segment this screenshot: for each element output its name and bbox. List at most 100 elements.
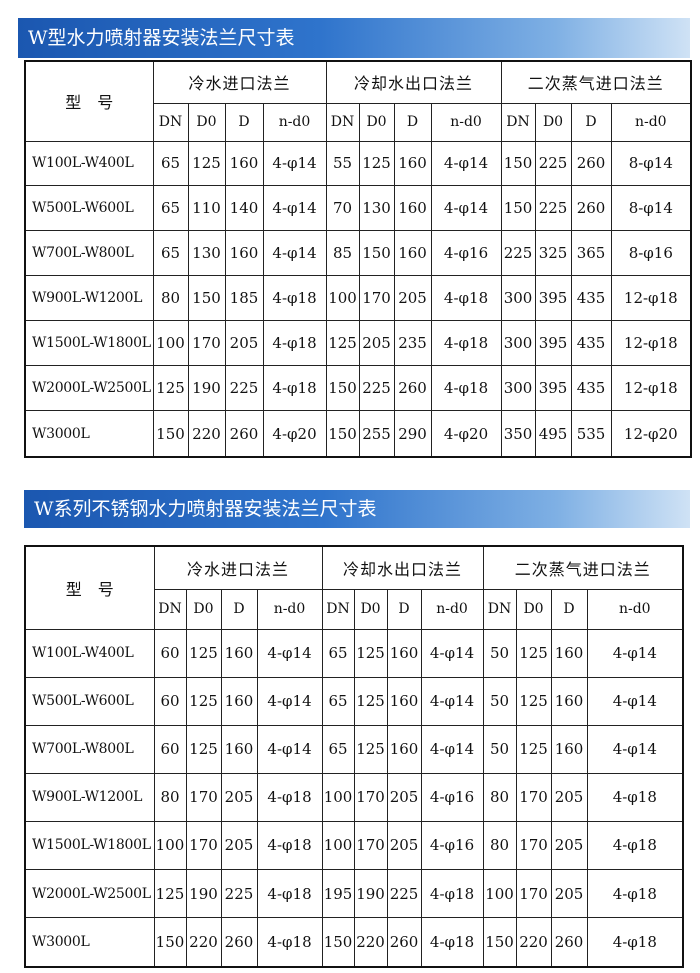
model-cell: W500L-W600L bbox=[24, 676, 155, 726]
value-cell: 85 bbox=[325, 230, 360, 277]
value-cell: 125 bbox=[353, 724, 388, 774]
value-cell: 125 bbox=[185, 628, 222, 678]
table-row: W100L-W400L 60 125 160 4-φ14 65 125 160 4-φ14 50 1… bbox=[24, 628, 684, 678]
column-header: D0 bbox=[515, 588, 552, 630]
column-header: D bbox=[220, 588, 258, 630]
value-cell: 100 bbox=[325, 275, 360, 322]
value-cell: 65 bbox=[152, 140, 189, 187]
value-cell: 4-φ18 bbox=[256, 820, 323, 870]
value-cell: 8-φ14 bbox=[610, 140, 692, 187]
value-cell: 140 bbox=[224, 185, 264, 232]
value-cell: 65 bbox=[321, 628, 355, 678]
value-cell: 4-φ14 bbox=[586, 724, 684, 774]
value-cell: 170 bbox=[515, 772, 552, 822]
value-cell: 4-φ14 bbox=[262, 185, 327, 232]
table-row: W700L-W800L 60 125 160 4-φ14 65 125 160 4-φ14 50 1… bbox=[24, 724, 684, 774]
model-cell: W700L-W800L bbox=[24, 230, 154, 277]
model-header: 型 号 bbox=[24, 545, 155, 630]
table-title-banner-2: W系列不锈钢水力喷射器安装法兰尺寸表 bbox=[24, 490, 690, 528]
table-row: W900L-W1200L 80 150 185 4-φ18 100 170 205 4-φ18 3… bbox=[24, 275, 692, 322]
value-cell: 220 bbox=[515, 917, 552, 968]
value-cell: 260 bbox=[570, 185, 612, 232]
value-cell: 260 bbox=[224, 410, 264, 458]
value-cell: 205 bbox=[550, 772, 588, 822]
value-cell: 4-φ14 bbox=[430, 140, 502, 187]
value-cell: 170 bbox=[187, 320, 226, 367]
value-cell: 4-φ14 bbox=[262, 230, 327, 277]
value-cell: 160 bbox=[550, 676, 588, 726]
value-cell: 60 bbox=[153, 628, 187, 678]
value-cell: 150 bbox=[325, 410, 360, 458]
value-cell: 100 bbox=[321, 820, 355, 870]
value-cell: 190 bbox=[185, 868, 222, 919]
value-cell: 100 bbox=[321, 772, 355, 822]
value-cell: 4-φ18 bbox=[430, 365, 502, 412]
column-header: DN bbox=[153, 588, 187, 630]
value-cell: 100 bbox=[152, 320, 189, 367]
value-cell: 125 bbox=[353, 628, 388, 678]
value-cell: 4-φ18 bbox=[256, 772, 323, 822]
column-header: DN bbox=[152, 102, 189, 142]
value-cell: 160 bbox=[386, 628, 422, 678]
value-cell: 125 bbox=[515, 628, 552, 678]
value-cell: 225 bbox=[534, 140, 572, 187]
value-cell: 220 bbox=[187, 410, 226, 458]
value-cell: 150 bbox=[500, 140, 536, 187]
model-cell: W3000L bbox=[24, 917, 155, 968]
model-cell: W1500L-W1800L bbox=[24, 820, 155, 870]
value-cell: 205 bbox=[224, 320, 264, 367]
column-header: DN bbox=[321, 588, 355, 630]
value-cell: 150 bbox=[187, 275, 226, 322]
group-header: 冷水进口法兰 bbox=[152, 60, 327, 104]
value-cell: 4-φ16 bbox=[420, 820, 484, 870]
value-cell: 225 bbox=[220, 868, 258, 919]
value-cell: 300 bbox=[500, 275, 536, 322]
value-cell: 80 bbox=[482, 820, 517, 870]
value-cell: 160 bbox=[393, 140, 432, 187]
value-cell: 55 bbox=[325, 140, 360, 187]
value-cell: 300 bbox=[500, 320, 536, 367]
value-cell: 125 bbox=[187, 140, 226, 187]
value-cell: 125 bbox=[152, 365, 189, 412]
value-cell: 4-φ14 bbox=[256, 724, 323, 774]
value-cell: 4-φ18 bbox=[586, 820, 684, 870]
value-cell: 150 bbox=[482, 917, 517, 968]
value-cell: 160 bbox=[220, 676, 258, 726]
value-cell: 70 bbox=[325, 185, 360, 232]
value-cell: 125 bbox=[185, 724, 222, 774]
value-cell: 130 bbox=[358, 185, 395, 232]
value-cell: 110 bbox=[187, 185, 226, 232]
value-cell: 235 bbox=[393, 320, 432, 367]
value-cell: 205 bbox=[220, 820, 258, 870]
value-cell: 150 bbox=[358, 230, 395, 277]
value-cell: 220 bbox=[185, 917, 222, 968]
value-cell: 150 bbox=[152, 410, 189, 458]
value-cell: 395 bbox=[534, 365, 572, 412]
value-cell: 225 bbox=[386, 868, 422, 919]
value-cell: 205 bbox=[386, 772, 422, 822]
value-cell: 65 bbox=[321, 724, 355, 774]
value-cell: 260 bbox=[570, 140, 612, 187]
value-cell: 150 bbox=[321, 917, 355, 968]
column-header: D bbox=[570, 102, 612, 142]
value-cell: 65 bbox=[152, 230, 189, 277]
value-cell: 4-φ18 bbox=[420, 917, 484, 968]
column-header: n-d0 bbox=[420, 588, 484, 630]
model-cell: W900L-W1200L bbox=[24, 772, 155, 822]
value-cell: 205 bbox=[220, 772, 258, 822]
value-cell: 80 bbox=[153, 772, 187, 822]
value-cell: 4-φ18 bbox=[586, 772, 684, 822]
table-row: W2000L-W2500L 125 190 225 4-φ18 150 225 260 4-φ1… bbox=[24, 365, 692, 412]
value-cell: 160 bbox=[550, 628, 588, 678]
model-cell: W100L-W400L bbox=[24, 140, 154, 187]
model-cell: W2000L-W2500L bbox=[24, 868, 155, 919]
value-cell: 160 bbox=[220, 628, 258, 678]
column-header: D bbox=[550, 588, 588, 630]
model-cell: W100L-W400L bbox=[24, 628, 155, 678]
value-cell: 4-φ20 bbox=[430, 410, 502, 458]
value-cell: 125 bbox=[353, 676, 388, 726]
value-cell: 4-φ14 bbox=[256, 676, 323, 726]
value-cell: 435 bbox=[570, 275, 612, 322]
value-cell: 260 bbox=[220, 917, 258, 968]
